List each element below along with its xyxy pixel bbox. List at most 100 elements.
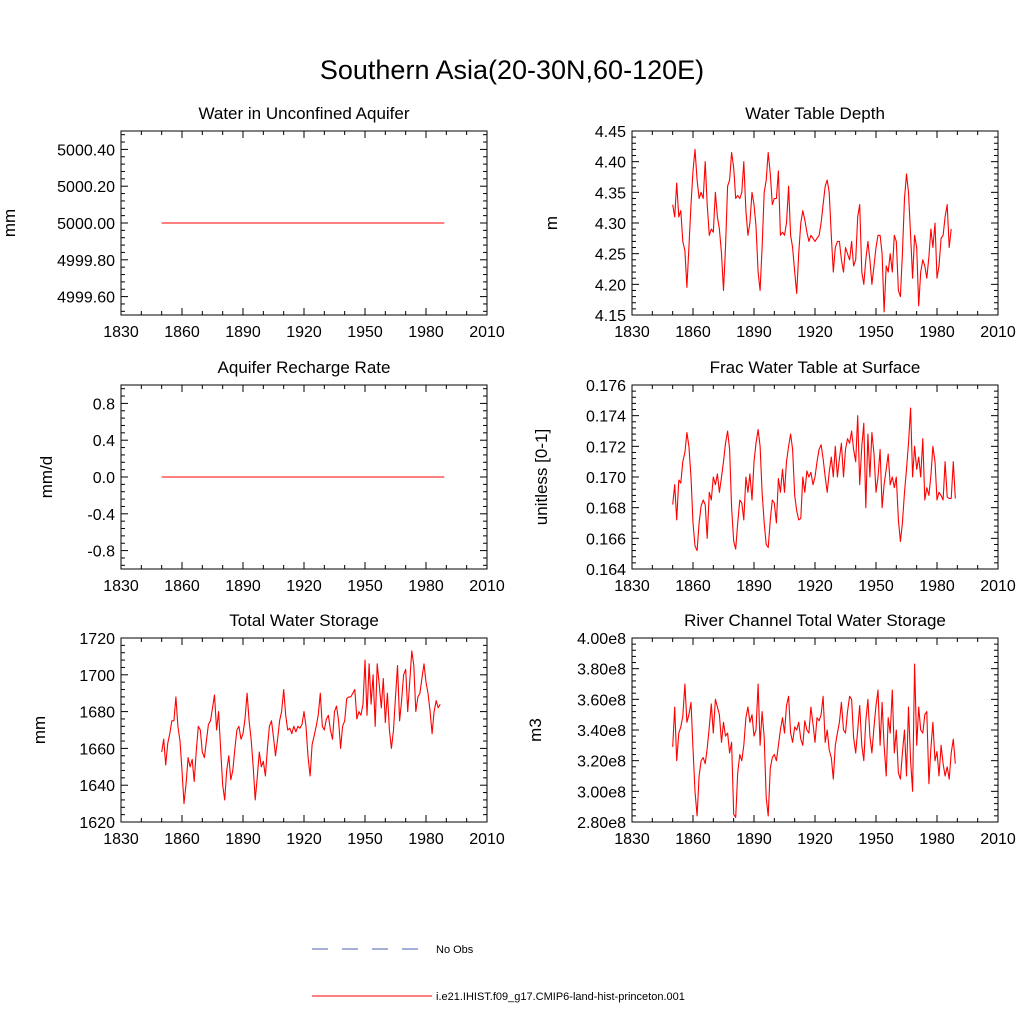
x-tick-label: 1950: [858, 324, 894, 341]
y-tick-label: 0.170: [586, 470, 626, 487]
x-tick-label: 1950: [347, 324, 383, 341]
x-tick-label: 1890: [225, 578, 261, 595]
plot-frame: [631, 637, 999, 823]
x-tick-label: 1830: [614, 578, 650, 595]
x-tick-label: 2010: [980, 831, 1016, 848]
panel-5: Total Water Storage 1830 1860 1890 1920 1950 1…: [30, 611, 505, 848]
x-tick-label: 1860: [164, 578, 200, 595]
x-tick-label: 2010: [980, 578, 1016, 595]
x-tick-label: 1920: [797, 324, 833, 341]
y-tick-label: 4.40: [595, 155, 626, 172]
y-tick-label: 0.0: [93, 470, 115, 487]
figure-title: Southern Asia(20-30N,60-120E): [319, 55, 705, 85]
y-tick-label: 1720: [79, 631, 115, 648]
y-axis-label: mm: [30, 716, 49, 744]
y-tick-label: 0.4: [93, 433, 115, 450]
y-tick-label: 0.166: [586, 531, 626, 548]
x-tick-label: 1890: [736, 578, 772, 595]
panel-title: Water in Unconfined Aquifer: [198, 104, 409, 123]
y-tick-label: 2.80e8: [577, 815, 626, 832]
x-tick-label: 2010: [469, 831, 505, 848]
y-axis-label: m3: [526, 718, 545, 742]
y-axis-label: mm: [0, 209, 19, 237]
series-line: [161, 650, 441, 805]
y-tick-label: 5000.00: [57, 216, 115, 233]
y-axis-label: mm/d: [37, 456, 56, 499]
y-tick-label: 4.30: [595, 216, 626, 233]
y-tick-label: 5000.40: [57, 142, 115, 159]
x-tick-label: 1860: [675, 831, 711, 848]
x-tick-label: 1980: [919, 324, 955, 341]
series-line: [672, 663, 956, 818]
x-tick-label: 1950: [858, 831, 894, 848]
x-tick-label: 1920: [286, 831, 322, 848]
x-tick-label: 1980: [919, 831, 955, 848]
x-tick-label: 1920: [797, 831, 833, 848]
y-tick-label: 3.40e8: [577, 723, 626, 740]
x-tick-label: 1890: [736, 831, 772, 848]
y-tick-label: 0.176: [586, 378, 626, 395]
y-tick-label: 0.172: [586, 439, 626, 456]
panel-title: Total Water Storage: [229, 611, 379, 630]
panel-2: Water Table Depth 1830 1860 1890 1920 1950 198…: [542, 104, 1016, 341]
x-tick-label: 1860: [164, 831, 200, 848]
y-tick-label: -0.8: [87, 544, 115, 561]
y-tick-label: 1640: [79, 778, 115, 795]
y-tick-label: 4.20: [595, 277, 626, 294]
x-tick-label: 1980: [408, 578, 444, 595]
x-tick-label: 1950: [347, 578, 383, 595]
series-line: [672, 148, 952, 313]
y-tick-label: 5000.20: [57, 179, 115, 196]
x-tick-label: 1860: [675, 324, 711, 341]
legend: No Obs i.e21.IHIST.f09_g17.CMIP6-land-his…: [312, 944, 685, 1003]
legend-label: i.e21.IHIST.f09_g17.CMIP6-land-hist-prin…: [436, 991, 685, 1003]
y-tick-label: -0.4: [87, 507, 115, 524]
x-tick-label: 1860: [164, 324, 200, 341]
y-tick-label: 4999.60: [57, 290, 115, 307]
y-tick-label: 4.15: [595, 308, 626, 325]
y-tick-label: 4.45: [595, 124, 626, 141]
y-axis-label: m: [542, 216, 561, 230]
y-tick-label: 4999.80: [57, 253, 115, 270]
panel-title: River Channel Total Water Storage: [684, 611, 946, 630]
panel-title: Aquifer Recharge Rate: [218, 358, 391, 377]
y-tick-label: 0.168: [586, 501, 626, 518]
panel-title: Water Table Depth: [745, 104, 885, 123]
x-tick-label: 1860: [675, 578, 711, 595]
y-tick-label: 4.35: [595, 185, 626, 202]
legend-label: No Obs: [436, 944, 474, 956]
x-tick-label: 1890: [225, 831, 261, 848]
x-tick-label: 2010: [469, 324, 505, 341]
x-tick-label: 1890: [225, 324, 261, 341]
y-tick-label: 1700: [79, 668, 115, 685]
y-axis-label: unitless [0-1]: [532, 429, 551, 525]
x-tick-label: 2010: [469, 578, 505, 595]
y-tick-label: 1680: [79, 705, 115, 722]
y-tick-label: 4.00e8: [577, 631, 626, 648]
panel-4: Frac Water Table at Surface 1830 1860 1890 1…: [532, 358, 1016, 595]
panel-3: Aquifer Recharge Rate 1830 1860 1890 1920 195…: [37, 358, 505, 595]
y-tick-label: 4.25: [595, 247, 626, 264]
x-tick-label: 1830: [614, 831, 650, 848]
x-tick-label: 2010: [980, 324, 1016, 341]
x-tick-label: 1950: [858, 578, 894, 595]
x-tick-label: 1830: [103, 324, 139, 341]
x-tick-label: 1980: [408, 831, 444, 848]
y-tick-label: 0.174: [586, 409, 626, 426]
x-tick-label: 1830: [103, 578, 139, 595]
panel-1: Water in Unconfined Aquifer 1830 1860 1890 1…: [0, 104, 505, 341]
panel-6: River Channel Total Water Storage 1830 186…: [526, 611, 1016, 848]
y-tick-label: 1660: [79, 741, 115, 758]
x-tick-label: 1830: [614, 324, 650, 341]
series-line: [672, 407, 956, 552]
x-tick-label: 1980: [919, 578, 955, 595]
y-tick-label: 3.20e8: [577, 754, 626, 771]
y-tick-label: 0.8: [93, 396, 115, 413]
y-tick-label: 3.00e8: [577, 784, 626, 801]
x-tick-label: 1920: [286, 578, 322, 595]
x-tick-label: 1980: [408, 324, 444, 341]
x-tick-label: 1890: [736, 324, 772, 341]
panel-title: Frac Water Table at Surface: [710, 358, 921, 377]
